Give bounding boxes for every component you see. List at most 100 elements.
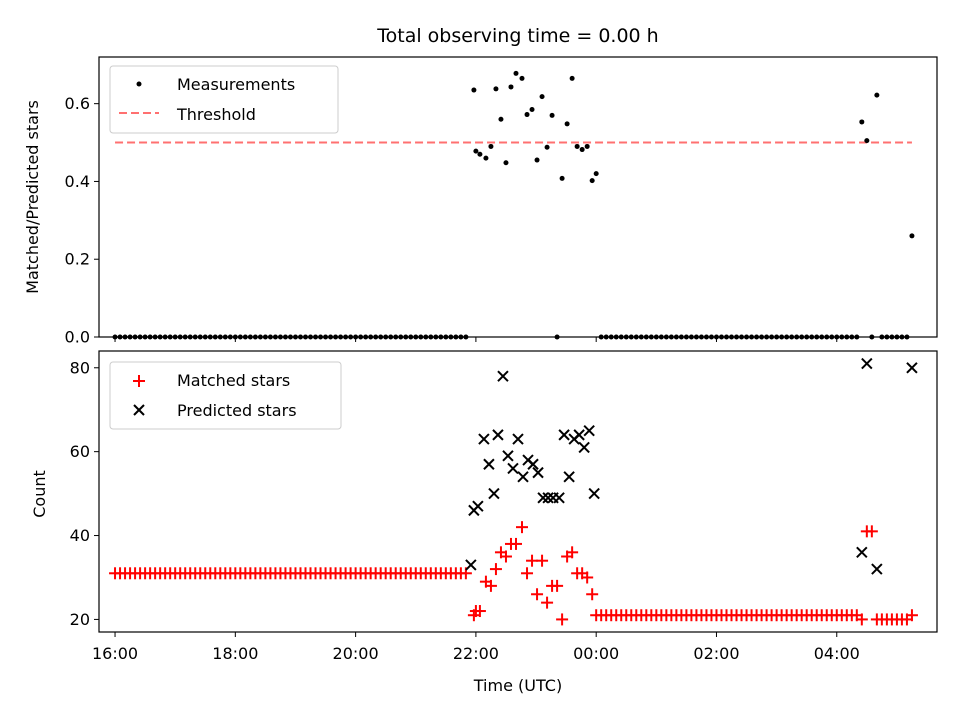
- y-tick-label: 60: [70, 442, 90, 461]
- matched-star-point: [536, 554, 549, 567]
- measurement-point: [152, 334, 158, 340]
- measurement-point: [448, 334, 454, 340]
- measurement-point: [388, 334, 394, 340]
- measurement-point: [182, 334, 188, 340]
- bottom-y-axis-label: Count: [30, 470, 49, 518]
- predicted-star-point: [517, 471, 529, 483]
- legend-matched-marker: [133, 375, 145, 387]
- matched-star-point: [526, 554, 539, 567]
- measurement-point: [894, 334, 900, 340]
- measurement-point: [628, 334, 634, 340]
- measurement-point: [904, 334, 910, 340]
- measurement-point: [769, 334, 775, 340]
- measurement-point: [167, 334, 173, 340]
- measurement-point: [378, 334, 384, 340]
- legend-measurements-label: Measurements: [177, 75, 295, 94]
- measurement-point: [192, 334, 198, 340]
- measurement-point: [874, 92, 880, 98]
- measurement-point: [177, 334, 183, 340]
- bottom-x-ticks: 16:00 18:00 20:00 22:00 00:00 02:00 04:00: [92, 632, 860, 663]
- predicted-star-point: [537, 492, 549, 504]
- y-tick-label: 40: [70, 526, 90, 545]
- measurement-point: [458, 334, 464, 340]
- x-tick-label: 20:00: [333, 644, 379, 663]
- measurement-point: [814, 334, 820, 340]
- measurement-point: [227, 334, 233, 340]
- legend-matched-label: Matched stars: [177, 371, 290, 390]
- measurement-point: [889, 334, 895, 340]
- measurement-point: [688, 334, 694, 340]
- y-tick-label: 0.2: [65, 250, 90, 269]
- measurement-point: [809, 334, 815, 340]
- measurement-point: [252, 334, 258, 340]
- measurement-point: [869, 334, 875, 340]
- measurement-point: [899, 334, 905, 340]
- measurement-point: [112, 334, 118, 340]
- predicted-star-point: [478, 433, 490, 445]
- measurement-point: [363, 334, 369, 340]
- measurement-point: [673, 334, 679, 340]
- measurement-point: [554, 334, 560, 340]
- bottom-axes-frame: [98, 350, 938, 633]
- predicted-star-point: [502, 450, 514, 462]
- predicted-star-point: [871, 563, 883, 575]
- measurement-point: [172, 334, 178, 340]
- measurement-point: [764, 334, 770, 340]
- measurement-point: [513, 70, 519, 76]
- matched-star-point: [865, 525, 878, 538]
- measurement-point: [368, 334, 374, 340]
- measurement-point: [844, 334, 850, 340]
- measurement-point: [393, 334, 399, 340]
- matched-star-point: [489, 563, 502, 576]
- matched-stars-points: [109, 521, 918, 626]
- predicted-star-point: [465, 559, 477, 571]
- x-tick-label: 02:00: [693, 644, 739, 663]
- measurement-point: [302, 334, 308, 340]
- measurement-point: [884, 334, 890, 340]
- measurement-point: [423, 334, 429, 340]
- measurement-point: [598, 334, 604, 340]
- measurement-point: [618, 334, 624, 340]
- matched-star-point: [473, 605, 486, 618]
- matched-star-point: [551, 579, 564, 592]
- measurement-point: [739, 334, 745, 340]
- predicted-star-point: [542, 492, 554, 504]
- measurement-point: [723, 334, 729, 340]
- predicted-star-point: [861, 357, 873, 370]
- matched-star-point: [509, 537, 522, 550]
- top-y-axis-label: Matched/Predicted stars: [23, 100, 42, 294]
- x-tick-label: 18:00: [212, 644, 258, 663]
- measurement-point: [282, 334, 288, 340]
- measurement-point: [277, 334, 283, 340]
- measurement-point: [137, 334, 143, 340]
- y-tick-label: 0.6: [65, 94, 90, 113]
- matched-star-point: [905, 609, 918, 622]
- measurement-point: [633, 334, 639, 340]
- measurement-point: [348, 334, 354, 340]
- measurement-points: [112, 70, 915, 340]
- measurement-point: [373, 334, 379, 340]
- measurement-point: [142, 334, 148, 340]
- measurement-point: [313, 334, 319, 340]
- matched-star-point: [566, 546, 579, 559]
- measurement-point: [488, 143, 494, 149]
- matched-star-point: [484, 579, 497, 592]
- predicted-star-point: [483, 458, 495, 470]
- matched-star-point: [855, 613, 868, 626]
- bottom-legend: Matched stars Predicted stars: [109, 361, 342, 430]
- predicted-star-point: [583, 424, 595, 437]
- measurement-point: [729, 334, 735, 340]
- measurement-point: [122, 334, 128, 340]
- x-tick-label: 16:00: [92, 644, 138, 663]
- bottom-y-ticks: 20 40 60 80: [70, 358, 99, 629]
- measurement-point: [603, 334, 609, 340]
- predicted-star-point: [492, 429, 504, 441]
- measurement-point: [267, 334, 273, 340]
- measurement-point: [864, 138, 870, 144]
- chart-title: Total observing time = 0.00 h: [376, 25, 658, 47]
- measurement-point: [829, 334, 835, 340]
- measurement-point: [323, 334, 329, 340]
- bottom-panel: 20 40 60 80 16:00 18:00 20:00 22:00 00:00 02:00 0…: [30, 350, 938, 695]
- measurement-point: [683, 334, 689, 340]
- predicted-star-point: [563, 471, 575, 483]
